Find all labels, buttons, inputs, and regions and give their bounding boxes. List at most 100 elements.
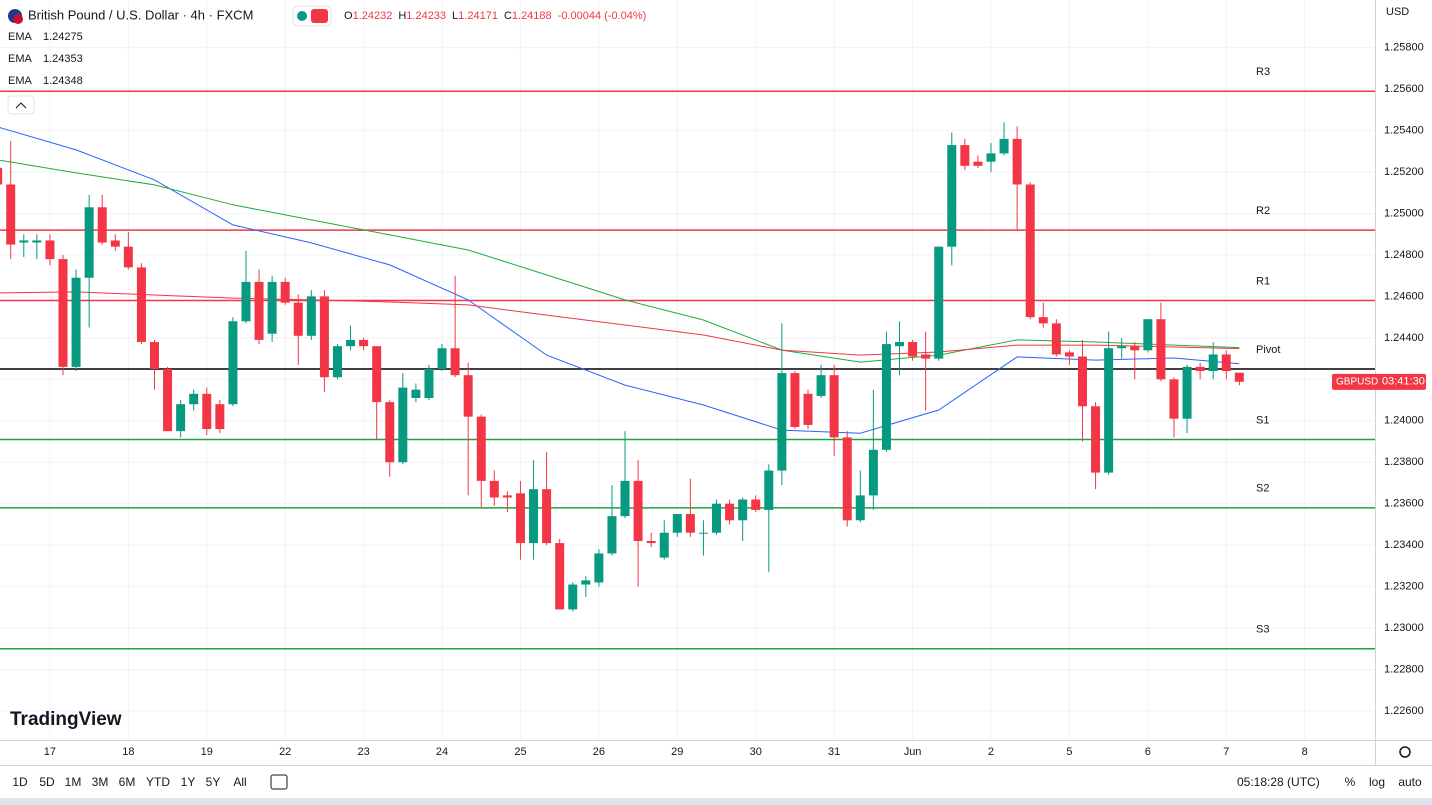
y-tick-label: 1.24800 [1384,249,1424,261]
candle-body [45,240,55,260]
candle-body [777,373,787,471]
candle-body [529,489,539,544]
toggle-dot [297,11,307,21]
candle-body [1143,319,1153,351]
x-tick-label: 23 [357,746,369,758]
candle-body [934,246,944,359]
range-button[interactable]: 5D [39,775,55,789]
candle-body [646,541,656,544]
scale-option[interactable]: auto [1398,775,1422,789]
range-button[interactable]: 3M [92,775,109,789]
x-tick-label: 5 [1066,746,1072,758]
range-button[interactable]: 1Y [181,775,196,789]
chart-title: British Pound / U.S. Dollar · 4h · FXCM [28,7,253,22]
level-label: S1 [1256,414,1269,426]
x-tick-label: 26 [593,746,605,758]
y-tick-label: 1.22800 [1384,663,1424,675]
ema-line [0,127,1240,434]
level-label: Pivot [1256,344,1280,356]
candle-body [803,393,813,425]
x-tick-label: 17 [44,746,56,758]
candle-body [633,480,643,542]
candle-body [986,153,996,162]
candle-body [712,503,722,533]
legend-name: EMA [8,75,33,87]
x-tick-label: 6 [1145,746,1151,758]
candle-body [1195,366,1205,372]
scale-option[interactable]: log [1369,775,1385,789]
candle-body [176,404,186,432]
grid [0,0,1375,740]
candle-body [398,387,408,463]
header: British Pound / U.S. Dollar · 4h · FXCM … [7,5,646,115]
candle-body [463,375,473,417]
candle-body [921,354,931,359]
candle-body [790,373,800,428]
candle-body [738,499,748,521]
candle-body [659,532,669,558]
calendar-icon[interactable] [270,774,288,790]
candle-body [895,342,905,347]
candle-body [1221,354,1231,372]
level-label: R1 [1256,275,1270,287]
x-tick-label: 24 [436,746,448,758]
brand: TradingView [10,709,122,730]
range-button[interactable]: 6M [119,775,136,789]
range-button[interactable]: 5Y [206,775,221,789]
candle-body [332,346,342,378]
candle-body [594,553,604,583]
candle-body [280,281,290,303]
x-tick-label: 30 [750,746,762,758]
candle-body [149,342,159,369]
ohlc-value: 1.24188 [512,10,552,22]
candle-body [685,514,695,533]
scale-option[interactable]: % [1345,775,1356,789]
level-label: S3 [1256,624,1269,636]
candle-body [228,321,238,405]
clock: 05:18:28 (UTC) [1237,775,1320,789]
legend-value: 1.24348 [43,75,83,87]
candle-body [1091,406,1101,473]
candles [0,122,1244,612]
y-tick-label: 1.23200 [1384,581,1424,593]
settings-icon[interactable] [1399,746,1411,758]
range-button[interactable]: 1M [65,775,82,789]
candle-body [1064,352,1074,357]
x-tick-label: 18 [122,746,134,758]
ohlc-value: 1.24233 [406,10,446,22]
y-tick-label: 1.25000 [1384,207,1424,219]
x-tick-label: 7 [1223,746,1229,758]
y-tick-label: 1.23600 [1384,498,1424,510]
candle-body [84,207,94,278]
candle-body [555,543,565,610]
range-button[interactable]: All [233,775,246,789]
candle-body [1156,319,1166,380]
candle-body [515,493,525,544]
x-tick-label: 19 [201,746,213,758]
range-button[interactable]: YTD [146,775,170,789]
candle-body [19,240,29,243]
range-button[interactable]: 1D [12,775,28,789]
candle-body [607,516,617,554]
candle-body [1234,372,1244,382]
y-tick-label: 1.23000 [1384,622,1424,634]
candle-body [542,489,552,544]
collapse-button[interactable] [7,95,35,115]
legend-name: EMA [8,31,33,43]
candle-body [1077,356,1087,407]
candle-body [1038,317,1048,324]
scroll-strip [0,798,1432,805]
toolbar: 1D 5D 1M 3M 6M YTD 1Y 5Y All 05:18:28 (UTC)% log au… [12,775,1422,789]
x-tick-label: 8 [1302,746,1308,758]
candle-body [293,302,303,336]
ohlc: O1.24232 H1.24233 L1.24171 C1.24188 -0.00044… [344,10,646,22]
ema-lines [0,127,1240,434]
ohlc-value: 1.24232 [353,10,393,22]
candle-body [973,161,983,166]
candle-body [829,375,839,438]
ohlc-value: 1.24171 [458,10,498,22]
candle-body [1117,346,1127,349]
candle-body [359,339,369,347]
